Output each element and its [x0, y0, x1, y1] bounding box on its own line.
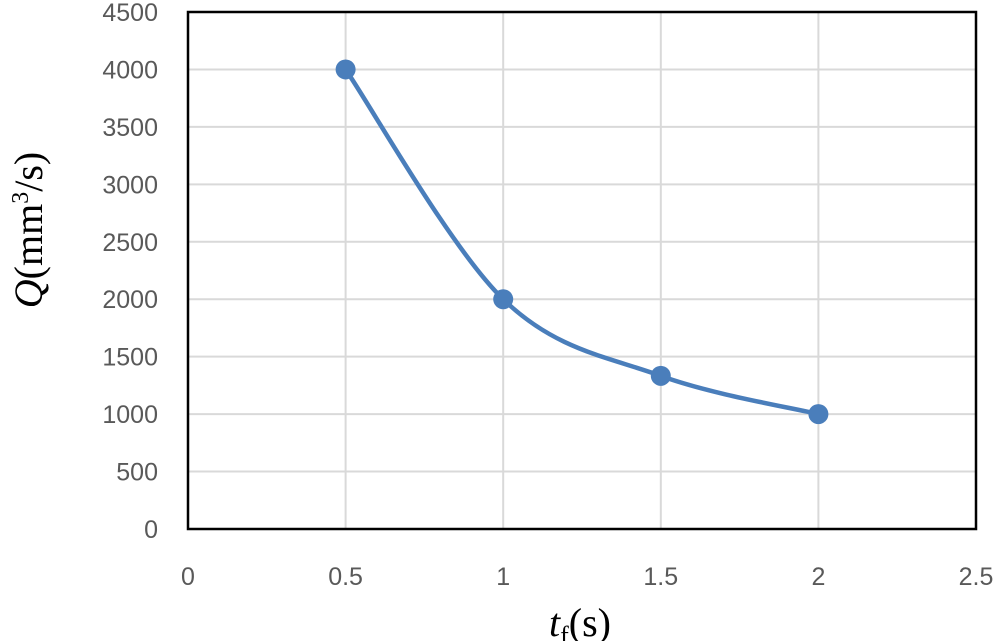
y-tick-label: 4000 — [102, 56, 158, 84]
data-point-0 — [335, 59, 356, 80]
y-tick-label: 0 — [144, 516, 158, 544]
x-tick-label: 1 — [496, 563, 510, 591]
y-tick-label: 2500 — [102, 229, 158, 257]
data-point-1 — [493, 289, 514, 310]
data-point-3 — [808, 404, 829, 425]
y-tick-label: 4500 — [102, 0, 158, 27]
series-line-0 — [343, 67, 821, 417]
x-tick-label: 1.5 — [643, 563, 678, 591]
tick-labels: 0 500 1000 1500 2000 2500 3000 3500 4000 4500 0 0.5… — [102, 0, 993, 591]
grid-lines — [187, 11, 977, 530]
y-axis-title: Q(mm3/s) — [6, 152, 51, 308]
x-tick-label: 0 — [181, 563, 195, 591]
x-tick-label: 0.5 — [328, 563, 363, 591]
series-layer — [335, 59, 829, 425]
plot-area-frame — [186, 10, 978, 531]
x-tick-label: 2 — [811, 563, 825, 591]
y-tick-label: 1000 — [102, 401, 158, 429]
y-tick-label: 1500 — [102, 344, 158, 372]
data-point-2 — [650, 365, 671, 386]
x-axis-title: tf(s) — [549, 600, 611, 641]
x-tick-label: 2.5 — [959, 563, 994, 591]
y-tick-label: 3000 — [102, 171, 158, 199]
y-tick-label: 3500 — [102, 114, 158, 142]
y-tick-label: 2000 — [102, 286, 158, 314]
y-tick-label: 500 — [116, 459, 158, 487]
